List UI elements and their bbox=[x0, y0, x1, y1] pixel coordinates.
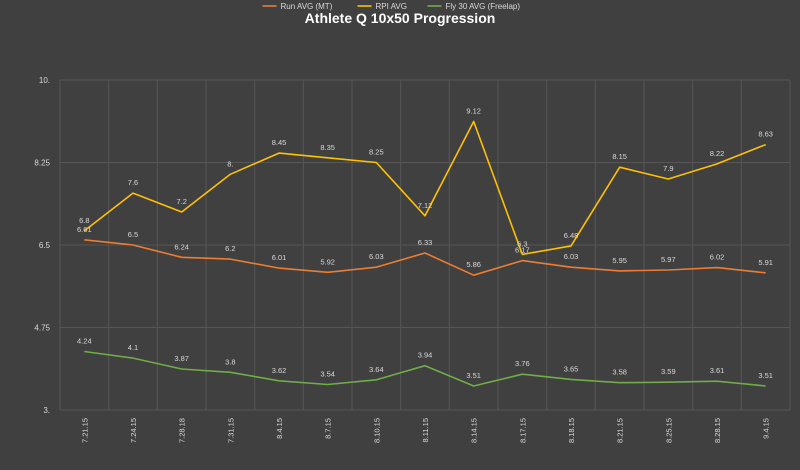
y-tick-label: 8.25 bbox=[34, 159, 50, 168]
x-tick-label: 7.28.18 bbox=[178, 418, 187, 443]
series-layer bbox=[83, 120, 766, 387]
legend-label: Fly 30 AVG (Freelap) bbox=[446, 2, 521, 11]
data-label: 6.03 bbox=[369, 252, 384, 261]
data-label: 5.95 bbox=[612, 256, 627, 265]
data-label: 3.61 bbox=[710, 366, 725, 375]
legend-item: Run AVG (MT) bbox=[262, 2, 333, 11]
legend-item: RPI AVG bbox=[357, 2, 407, 11]
data-label: 3.76 bbox=[515, 359, 530, 368]
legend: Run AVG (MT) RPI AVG Fly 30 AVG (Freelap) bbox=[262, 2, 521, 11]
data-label: 6.2 bbox=[225, 244, 235, 253]
gridlines bbox=[59, 79, 791, 411]
y-tick-label: 6.5 bbox=[39, 241, 51, 250]
x-tick-label: 8.18.15 bbox=[567, 418, 576, 443]
data-labels: 6.616.56.24 6.26.01 5.926.036.335.866.176.… bbox=[77, 106, 773, 379]
data-label: 4.1 bbox=[128, 343, 138, 352]
data-label: 7.9 bbox=[663, 164, 673, 173]
data-label: 8.45 bbox=[272, 138, 287, 147]
data-label: 7.12 bbox=[418, 201, 433, 210]
data-label: 8.25 bbox=[369, 148, 384, 157]
data-label: 4.24 bbox=[77, 337, 92, 346]
series-line bbox=[83, 120, 766, 256]
data-label: 6.8 bbox=[79, 216, 89, 225]
data-label: 6.17 bbox=[515, 246, 530, 255]
data-label: 8.22 bbox=[710, 149, 725, 158]
data-label: 7.2 bbox=[176, 197, 186, 206]
x-tick-label: 8.4.15 bbox=[275, 418, 284, 439]
data-label: 6.61 bbox=[77, 225, 92, 234]
x-tick-label: 7.31.15 bbox=[226, 418, 235, 443]
x-tick-label: 7.24.15 bbox=[129, 418, 138, 443]
x-tick-label: 8.28.15 bbox=[713, 418, 722, 443]
data-label: 8.35 bbox=[320, 143, 335, 152]
y-axis: 3. 4.75 6.5 8.25 10. bbox=[34, 76, 50, 415]
x-tick-label: 8.21.15 bbox=[616, 418, 625, 443]
data-label: 6.01 bbox=[272, 253, 287, 262]
data-label: 9.12 bbox=[466, 106, 481, 115]
data-label: 5.97 bbox=[661, 255, 676, 264]
y-tick-label: 10. bbox=[39, 76, 50, 85]
y-tick-label: 3. bbox=[43, 406, 50, 415]
data-label: 3.94 bbox=[418, 351, 433, 360]
data-label: 3.65 bbox=[564, 364, 579, 373]
chart-title: Athlete Q 10x50 Progression bbox=[305, 10, 496, 26]
series-line bbox=[84, 350, 766, 387]
data-label: 3.51 bbox=[758, 371, 773, 380]
x-tick-label: 8.14.15 bbox=[470, 418, 479, 443]
x-tick-label: 8.25.15 bbox=[664, 418, 673, 443]
data-label: 5.91 bbox=[758, 258, 773, 267]
data-label: 7.6 bbox=[128, 178, 138, 187]
x-axis: 7.21.15 7.24.15 7.28.18 7.31.15 8.4.15 8.7.15… bbox=[80, 418, 770, 443]
x-tick-label: 7.21.15 bbox=[80, 418, 89, 443]
data-label: 5.92 bbox=[320, 257, 335, 266]
legend-label: Run AVG (MT) bbox=[281, 2, 333, 11]
legend-label: RPI AVG bbox=[376, 2, 407, 11]
data-label: 3.64 bbox=[369, 365, 384, 374]
data-label: 5.86 bbox=[466, 260, 481, 269]
data-label: 6.5 bbox=[128, 230, 138, 239]
data-label: 3.59 bbox=[661, 367, 676, 376]
data-label: 6.33 bbox=[418, 238, 433, 247]
data-label: 3.87 bbox=[174, 354, 189, 363]
series-line bbox=[84, 239, 766, 277]
data-label: 8.63 bbox=[758, 130, 773, 139]
data-label: 8.15 bbox=[612, 152, 627, 161]
data-label: 6.03 bbox=[564, 252, 579, 261]
x-tick-label: 8.17.15 bbox=[518, 418, 527, 443]
x-tick-label: 9.4.15 bbox=[762, 418, 771, 439]
data-label: 6.24 bbox=[174, 242, 189, 251]
y-tick-label: 4.75 bbox=[34, 324, 50, 333]
x-tick-label: 8.10.15 bbox=[372, 418, 381, 443]
x-tick-label: 8.7.15 bbox=[324, 418, 333, 439]
data-label: 3.54 bbox=[320, 370, 335, 379]
data-label: 6.02 bbox=[710, 253, 725, 262]
data-label: 8. bbox=[227, 159, 233, 168]
data-label: 3.51 bbox=[466, 371, 481, 380]
data-label: 6.3 bbox=[517, 239, 527, 248]
x-tick-label: 8.11.15 bbox=[421, 418, 430, 442]
legend-item: Fly 30 AVG (Freelap) bbox=[427, 2, 521, 11]
data-label: 3.58 bbox=[612, 368, 627, 377]
data-label: 3.62 bbox=[272, 366, 287, 375]
data-label: 6.48 bbox=[564, 231, 579, 240]
data-label: 3.8 bbox=[225, 357, 235, 366]
